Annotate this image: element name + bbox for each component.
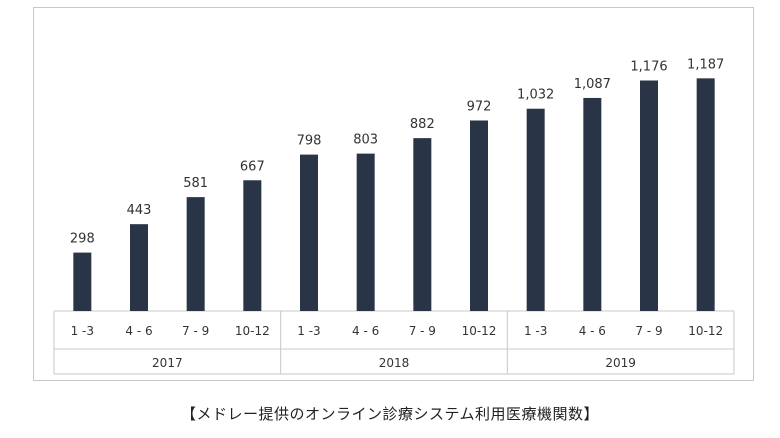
category-tick-label: 10-12 xyxy=(235,324,270,338)
data-label: 1,187 xyxy=(687,57,724,72)
bar xyxy=(640,80,658,311)
bar xyxy=(300,154,318,311)
data-label: 443 xyxy=(127,203,152,218)
data-label: 667 xyxy=(240,159,265,174)
bar xyxy=(243,180,262,311)
data-label: 1,176 xyxy=(630,60,667,75)
bar xyxy=(526,108,545,311)
category-tick-label: 10-12 xyxy=(688,324,723,338)
bar-chart: 298 1 -3 443 4 - 6 581 7 - 9 667 10-12 2017 798 1 … xyxy=(53,57,735,375)
data-label: 298 xyxy=(70,232,95,247)
category-tick-label: 1 -3 xyxy=(524,324,547,338)
year-group-label: 2017 xyxy=(152,356,183,370)
chart-frame: 298 1 -3 443 4 - 6 581 7 - 9 667 10-12 2017 798 1 … xyxy=(33,7,754,381)
bar xyxy=(73,252,92,311)
chart-caption: 【メドレー提供のオンライン診療システム利用医療機関数】 xyxy=(180,405,600,423)
year-group-label: 2018 xyxy=(379,356,410,370)
category-tick-label: 4 - 6 xyxy=(352,324,379,338)
category-tick-label: 4 - 6 xyxy=(125,324,152,338)
data-label: 581 xyxy=(183,176,208,191)
category-tick-label: 7 - 9 xyxy=(182,324,209,338)
category-tick-label: 1 -3 xyxy=(297,324,320,338)
bar xyxy=(413,138,432,311)
data-label: 1,087 xyxy=(574,77,611,92)
bar xyxy=(696,78,715,312)
bar xyxy=(186,197,205,311)
bar xyxy=(356,153,375,311)
data-label: 1,032 xyxy=(517,88,554,103)
bar xyxy=(130,224,148,311)
category-tick-label: 10-12 xyxy=(462,324,497,338)
category-tick-label: 4 - 6 xyxy=(579,324,606,338)
bar xyxy=(583,97,602,311)
year-group-label: 2019 xyxy=(605,356,636,370)
data-label: 882 xyxy=(410,117,435,132)
category-tick-label: 7 - 9 xyxy=(409,324,436,338)
bar xyxy=(470,120,488,311)
data-label: 798 xyxy=(297,134,322,149)
data-label: 803 xyxy=(353,133,378,148)
category-tick-label: 7 - 9 xyxy=(635,324,662,338)
category-tick-label: 1 -3 xyxy=(71,324,94,338)
data-label: 972 xyxy=(467,99,492,114)
